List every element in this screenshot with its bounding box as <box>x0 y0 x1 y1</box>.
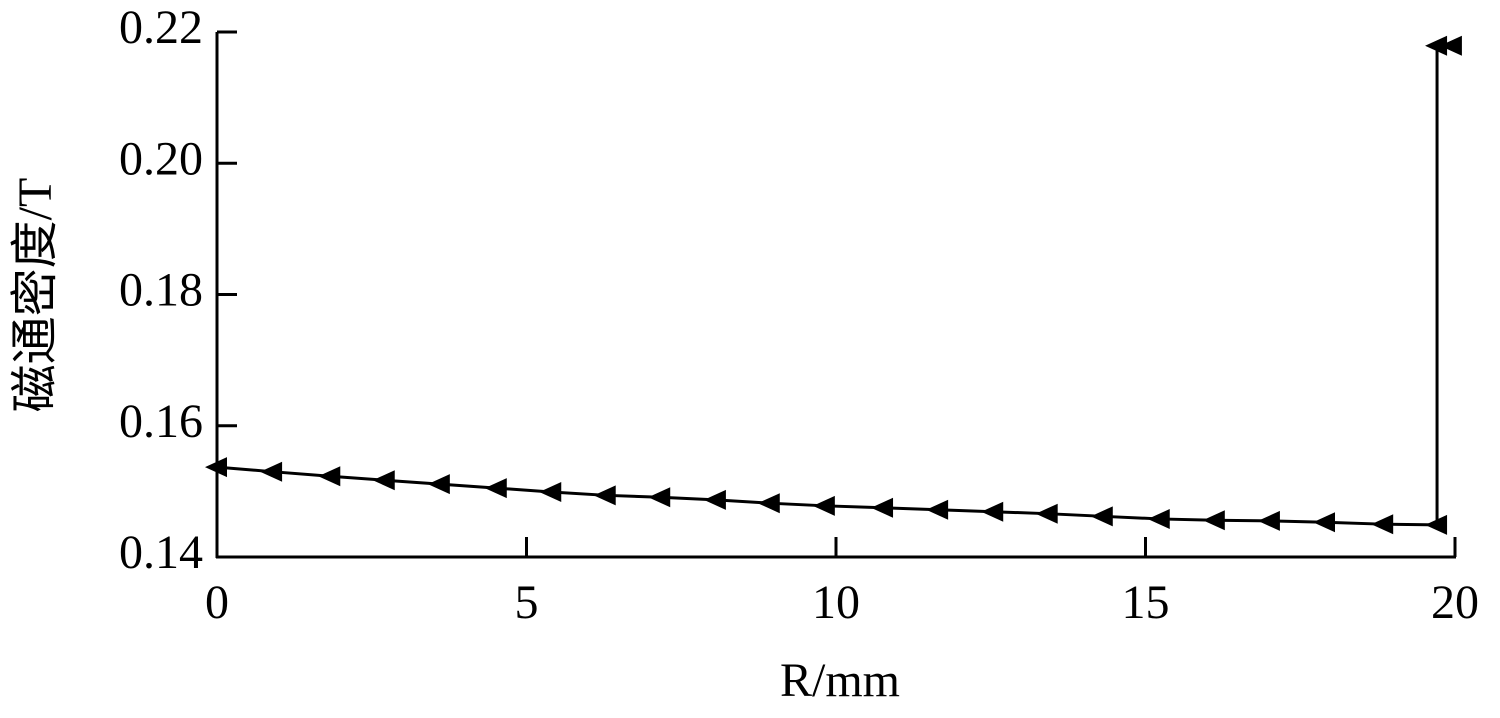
marker <box>981 501 1004 522</box>
marker <box>205 457 227 478</box>
marker <box>1313 512 1336 533</box>
x-tick-label: 5 <box>515 576 539 629</box>
marker <box>812 495 835 516</box>
marker <box>926 499 949 520</box>
marker <box>1035 503 1058 524</box>
line <box>216 44 1452 527</box>
marker <box>484 478 507 499</box>
marker <box>1257 510 1280 531</box>
y-tick-label: 0.18 <box>119 264 203 317</box>
marker <box>260 461 283 482</box>
y-tick-label: 0.20 <box>119 132 203 185</box>
x-tick-label: 15 <box>1122 576 1170 629</box>
marker <box>757 493 780 514</box>
marker <box>427 474 450 495</box>
marker <box>703 489 726 510</box>
marker <box>648 487 671 508</box>
marker <box>539 482 562 503</box>
marker <box>372 470 395 491</box>
marker <box>1202 510 1225 531</box>
x-tick-label: 0 <box>205 576 229 629</box>
x-tick-label: 20 <box>1431 576 1479 629</box>
x-tick-label: 10 <box>812 576 860 629</box>
marker <box>1147 508 1170 529</box>
marker <box>1425 35 1448 56</box>
y-tick-label: 0.16 <box>119 395 203 448</box>
marker <box>1371 514 1394 535</box>
marker <box>1425 514 1448 535</box>
y-tick-label: 0.14 <box>119 526 203 579</box>
marker <box>1439 35 1462 56</box>
x-axis-label: R/mm <box>780 654 900 707</box>
marker <box>1090 506 1113 527</box>
marker <box>593 485 616 506</box>
marker <box>871 497 894 518</box>
y-tick-label: 0.22 <box>119 1 203 54</box>
y-axis-label: 磁通密度/T <box>9 178 62 413</box>
marker <box>318 466 341 487</box>
